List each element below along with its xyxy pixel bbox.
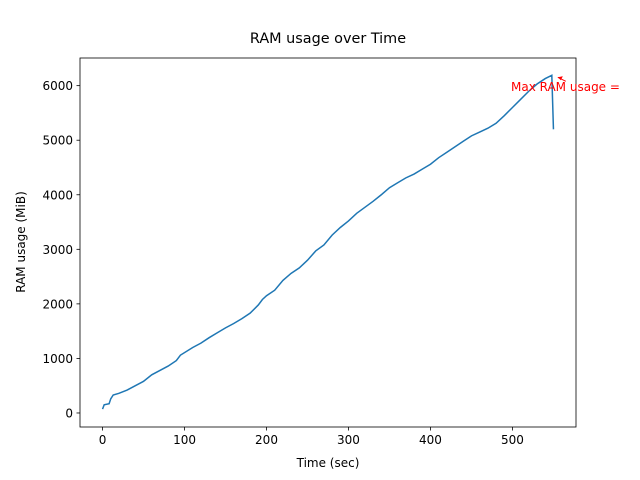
y-tick-label: 5000 [42, 134, 73, 148]
y-tick-label: 3000 [42, 243, 73, 257]
x-tick-label: 200 [255, 433, 278, 447]
y-tick-label: 6000 [42, 79, 73, 93]
y-tick-label: 2000 [42, 297, 73, 311]
x-tick-label: 500 [501, 433, 524, 447]
x-tick-label: 300 [337, 433, 360, 447]
plot-frame [79, 57, 577, 428]
annotation: Max RAM usage = [511, 80, 620, 94]
y-tick-label: 1000 [42, 352, 73, 366]
line [101, 74, 555, 410]
y-axis-label: RAM usage (MiB) [14, 191, 28, 293]
y-tick-label: 4000 [42, 188, 73, 202]
y-tick-label: 0 [65, 406, 73, 420]
chart-title: RAM usage over Time [250, 31, 406, 47]
x-axis-label: Time (sec) [296, 456, 360, 470]
annotation-arrowhead [557, 76, 563, 81]
x-tick-label: 100 [173, 433, 196, 447]
x-tick-label: 0 [99, 433, 107, 447]
x-tick-label: 400 [419, 433, 442, 447]
